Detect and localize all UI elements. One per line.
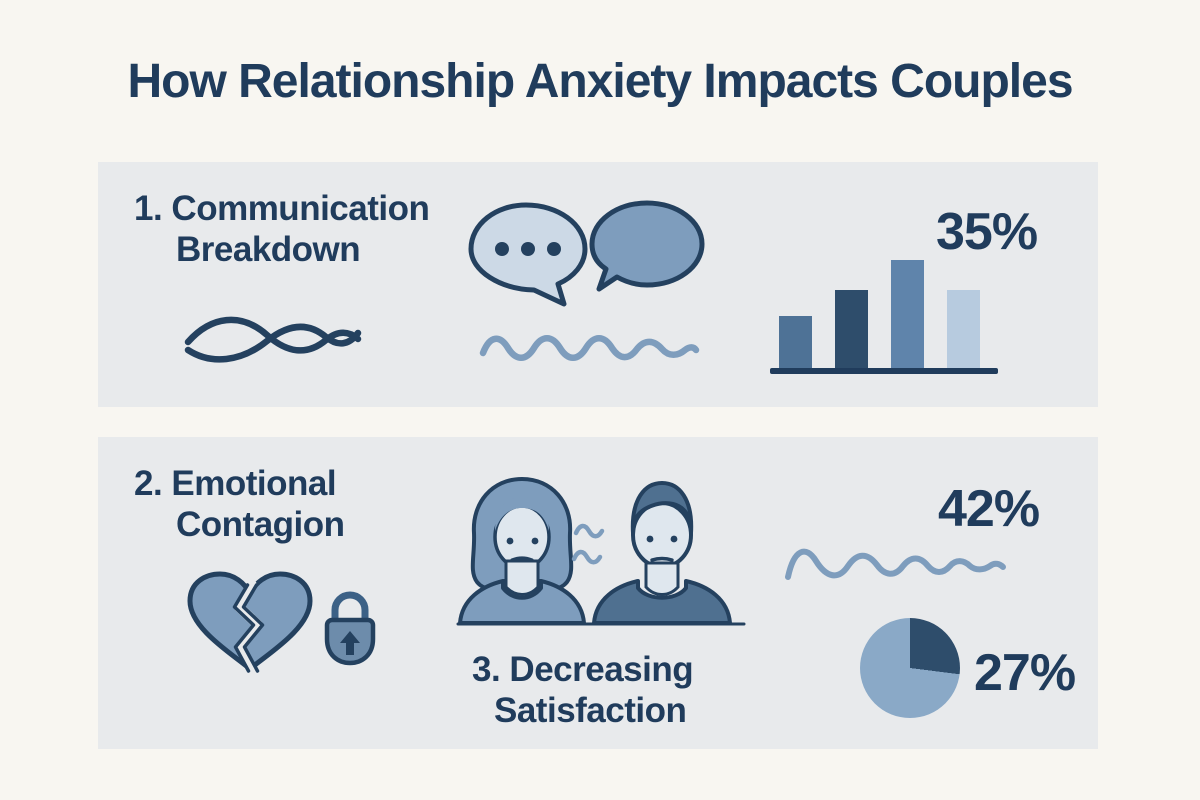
communication-stat: 35% [936, 203, 1038, 261]
padlock-icon [324, 591, 376, 666]
section-1-heading-line2: Breakdown [176, 230, 361, 270]
bar-bar2 [835, 290, 868, 368]
section-3-heading: 3. Decreasing Satisfaction [472, 649, 694, 732]
section-communication-breakdown: 1. Communication Breakdown 35% [98, 162, 1098, 407]
section-emotional-contagion: 2. Emotional Contagion [98, 437, 1098, 749]
diminishing-wave-icon [785, 548, 1006, 580]
satisfaction-stat: 27% [974, 644, 1076, 702]
section-2-heading-line1: 2. Emotional [134, 464, 337, 503]
bar-chart [770, 258, 998, 374]
anxious-couple-icon [456, 477, 746, 626]
broken-heart-icon [187, 571, 313, 675]
tangled-waves-icon [184, 316, 362, 363]
bar-chart-baseline [770, 368, 998, 374]
section-1-heading-line1: 1. Communication [134, 189, 430, 228]
bar-bar1 [779, 316, 812, 368]
section-3-heading-line2: Satisfaction [494, 691, 687, 731]
section-3-heading-line1: 3. Decreasing [472, 650, 694, 689]
contagion-stat: 42% [938, 480, 1040, 538]
section-2-heading: 2. Emotional Contagion [134, 463, 345, 546]
page-title: How Relationship Anxiety Impacts Couples [127, 55, 1073, 108]
bar-bar4 [947, 290, 980, 368]
bar-bar3 [891, 260, 924, 368]
speech-bubbles-icon [468, 200, 705, 307]
bar-chart-bars [770, 258, 998, 368]
pie-chart [860, 618, 960, 718]
section-2-heading-line2: Contagion [176, 505, 345, 545]
section-1-heading: 1. Communication Breakdown [134, 188, 430, 271]
wavy-line-icon [479, 335, 700, 361]
